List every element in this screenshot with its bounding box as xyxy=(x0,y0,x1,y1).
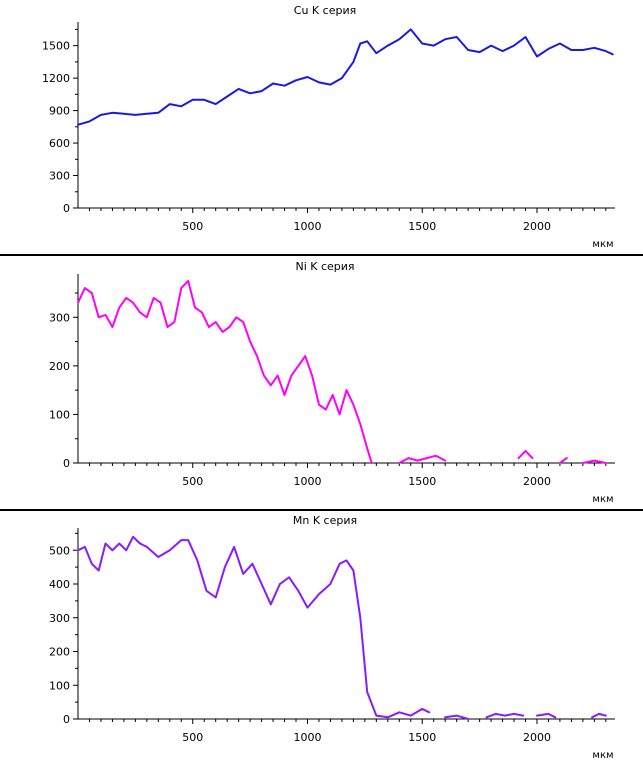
cu-y-tick-label: 1500 xyxy=(42,40,70,53)
mn-y-tick-label: 200 xyxy=(49,646,70,659)
ni-x-tick-label: 2000 xyxy=(523,475,551,488)
cu-y-tick-label: 0 xyxy=(63,202,70,215)
cu-y-tick-label: 900 xyxy=(49,105,70,118)
mn-x-tick-label: 1000 xyxy=(293,731,321,744)
mn-x-tick-label: 2000 xyxy=(523,731,551,744)
panel-divider xyxy=(0,254,643,256)
ni-x-tick-label: 1000 xyxy=(293,475,321,488)
panel-divider xyxy=(0,509,643,511)
cu-x-tick-label: 1000 xyxy=(293,220,321,233)
mn-x-tick-label: 500 xyxy=(182,731,203,744)
ni-x-tick-label: 500 xyxy=(182,475,203,488)
ni-y-tick-label: 100 xyxy=(49,408,70,421)
ni-x-tick-label: 1500 xyxy=(408,475,436,488)
ni-y-tick-label: 200 xyxy=(49,360,70,373)
cu-y-tick-label: 1200 xyxy=(42,72,70,85)
cu-x-tick-label: 500 xyxy=(182,220,203,233)
cu-y-tick-label: 600 xyxy=(49,137,70,150)
cu-x-unit-label: мкм xyxy=(592,239,613,250)
mn-chart-title: Mn K серия xyxy=(293,514,357,527)
mn-x-tick-label: 1500 xyxy=(408,731,436,744)
cu-y-tick-label: 300 xyxy=(49,170,70,183)
ni-series-line xyxy=(77,279,607,464)
ni-y-tick-label: 0 xyxy=(63,457,70,470)
cu-x-tick-label: 1500 xyxy=(408,220,436,233)
mn-x-unit-label: мкм xyxy=(592,750,613,761)
mn-y-tick-label: 300 xyxy=(49,612,70,625)
ni-x-unit-label: мкм xyxy=(592,494,613,505)
cu-chart-title: Cu K серия xyxy=(294,4,356,17)
mn-y-tick-label: 0 xyxy=(63,713,70,726)
ni-y-tick-label: 300 xyxy=(49,311,70,324)
mn-series-line xyxy=(77,535,607,720)
cu-series-line xyxy=(77,28,614,126)
mn-y-tick-label: 400 xyxy=(49,578,70,591)
mn-y-tick-label: 100 xyxy=(49,679,70,692)
cu-x-tick-label: 2000 xyxy=(523,220,551,233)
mn-y-tick-label: 500 xyxy=(49,544,70,557)
ni-chart-title: Ni K серия xyxy=(295,260,354,273)
